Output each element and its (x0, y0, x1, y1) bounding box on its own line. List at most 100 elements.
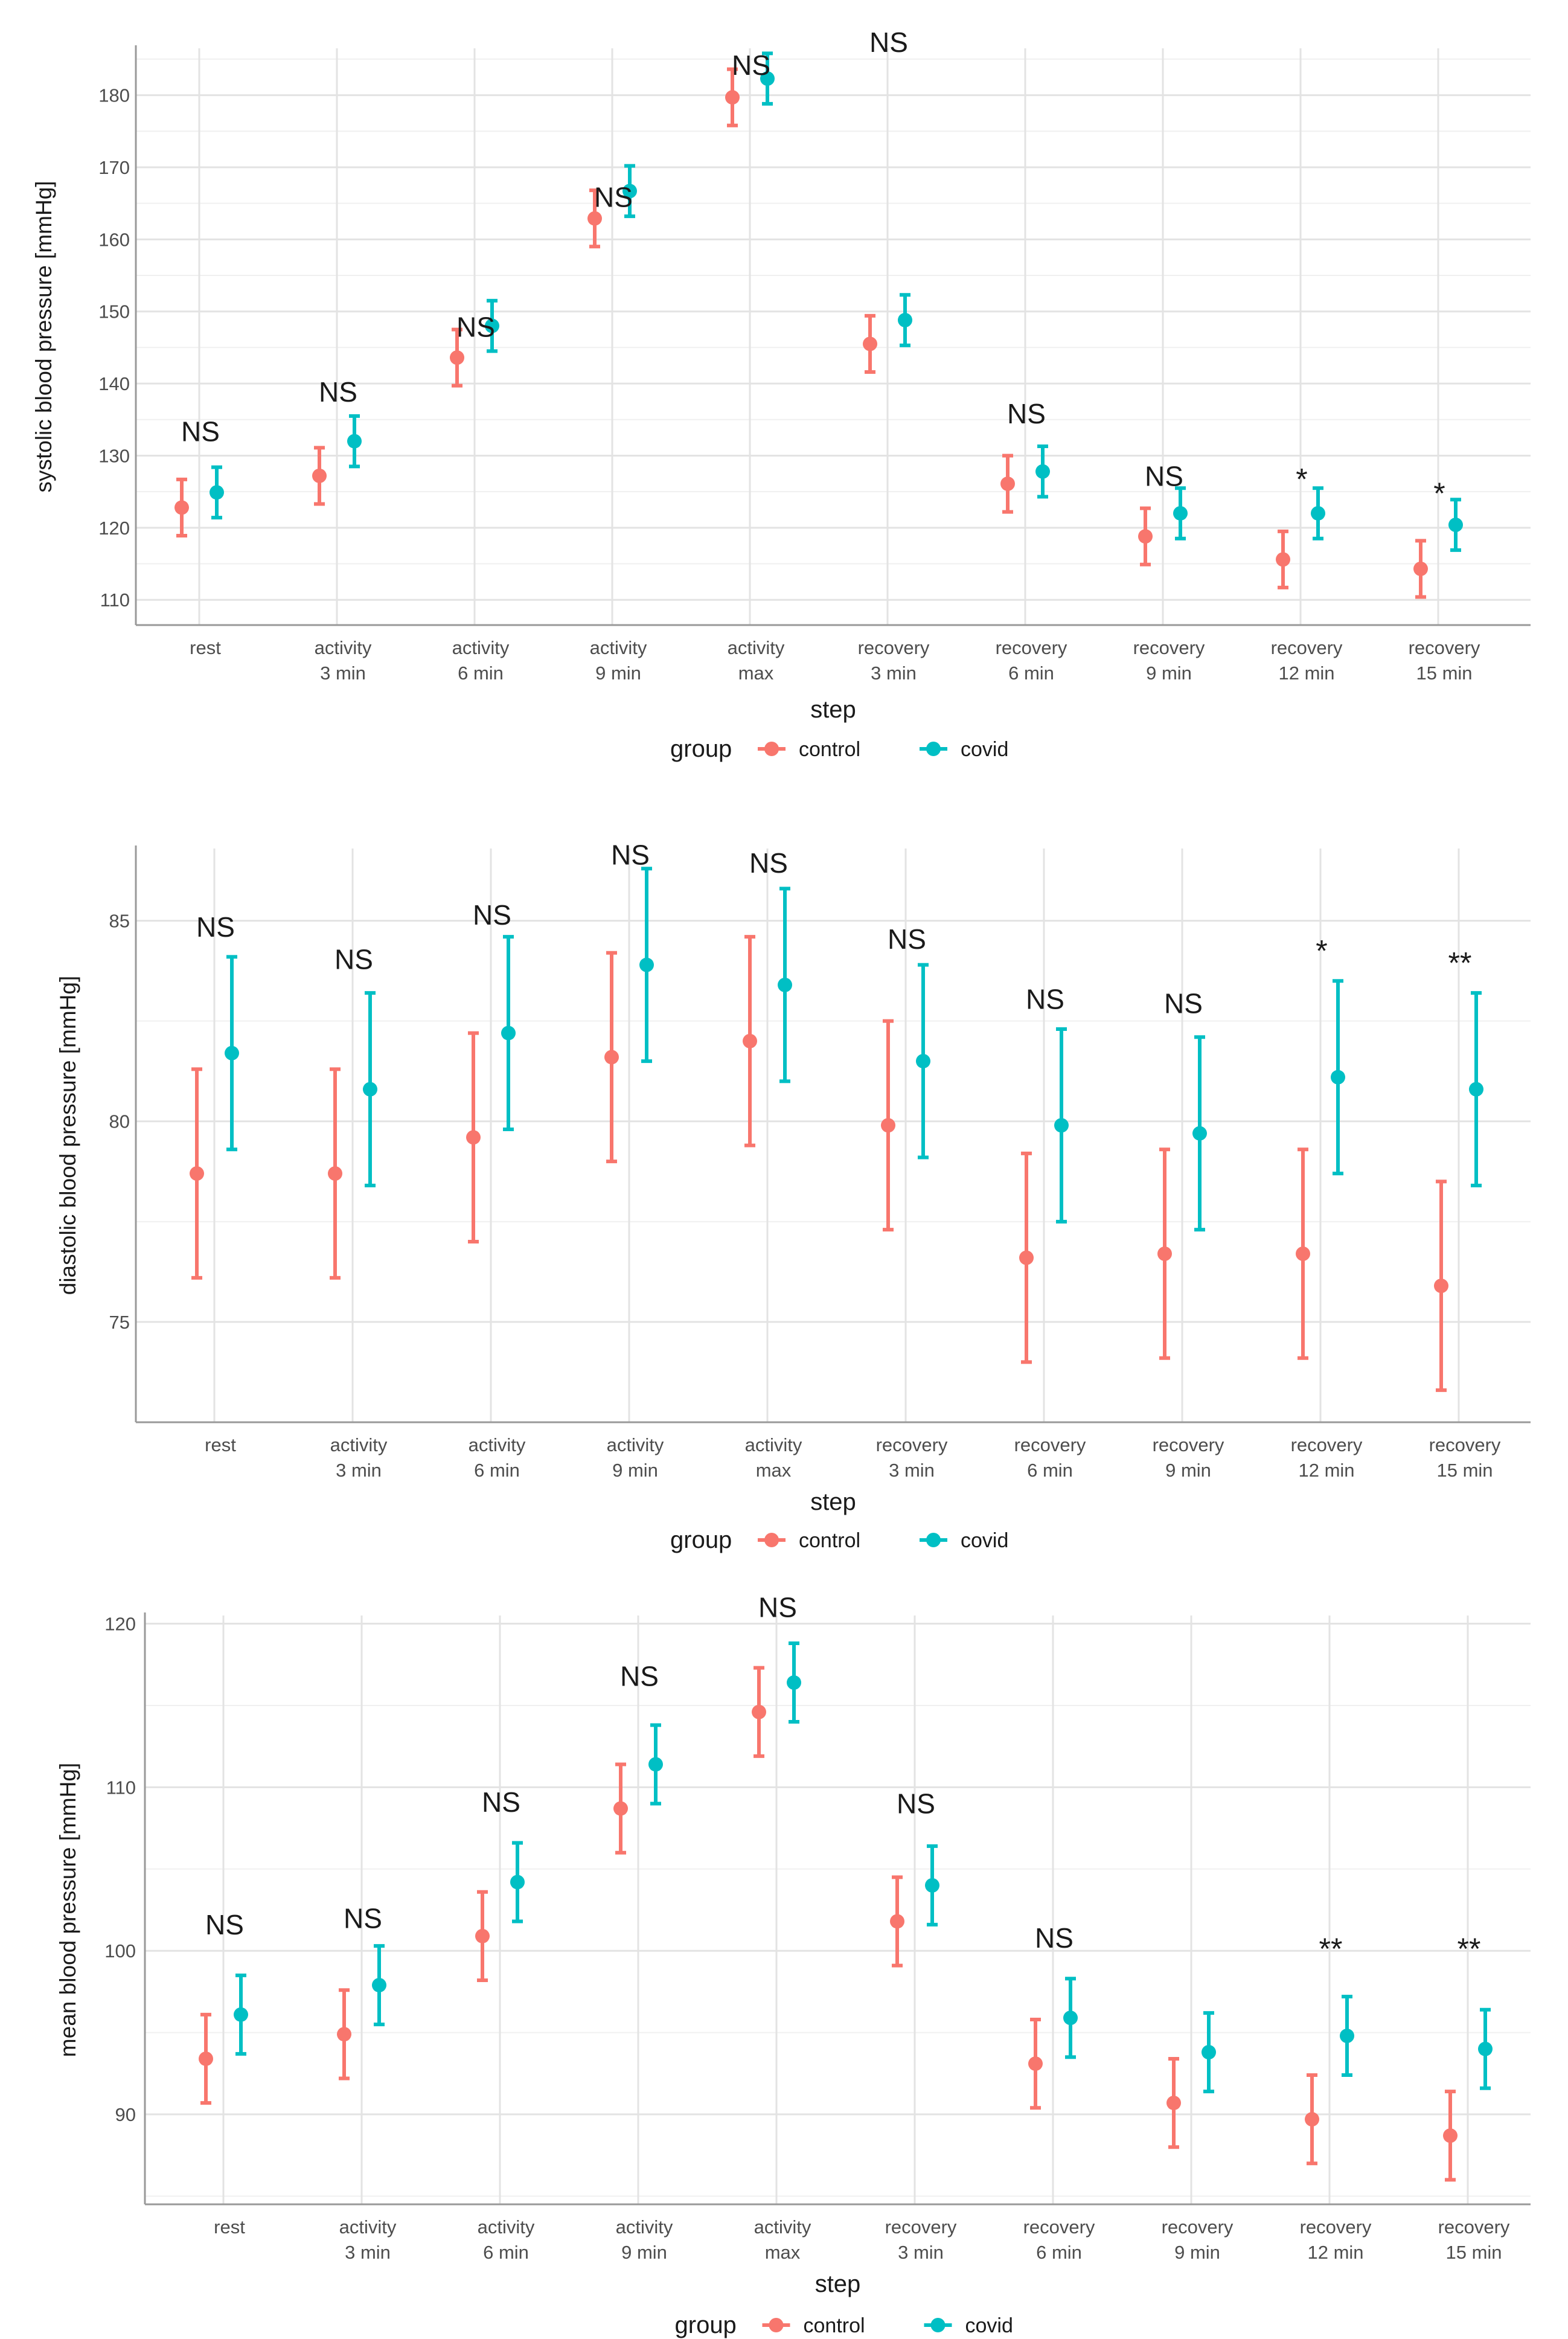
x-tick-label: recovery 9 min (1133, 637, 1205, 684)
point-control (725, 90, 740, 105)
significance-label: NS (344, 1902, 382, 1934)
point-control (890, 1914, 904, 1929)
point-covid (510, 1875, 525, 1890)
significance-label: NS (196, 911, 235, 943)
point-covid (778, 977, 792, 992)
x-tick-label: activity 6 min (469, 1434, 526, 1481)
x-tick-label: rest (214, 2216, 245, 2238)
point-control (1000, 476, 1015, 492)
x-axis-title: step (815, 2271, 861, 2297)
x-tick-line: recovery (858, 637, 930, 658)
point-control (881, 1118, 895, 1133)
point-control (312, 468, 327, 483)
point-control (1138, 529, 1153, 544)
point-control (1296, 1246, 1310, 1261)
point-covid (1063, 2010, 1078, 2026)
legend-key-point (926, 742, 941, 756)
x-tick-line: recovery (1438, 2216, 1510, 2238)
x-tick-line: activity (469, 1434, 526, 1455)
point-covid (898, 313, 912, 328)
significance-label: NS (594, 182, 633, 213)
point-covid (1340, 2029, 1354, 2044)
legend-key-point (764, 1533, 779, 1547)
point-control (1028, 2056, 1043, 2071)
x-tick-line: 9 min (1174, 2242, 1220, 2263)
significance-label: NS (319, 376, 357, 408)
significance-label: NS (897, 1788, 935, 1820)
x-tick-label: activity 9 min (590, 637, 647, 684)
y-tick-label: 170 (98, 157, 130, 178)
point-control (190, 1166, 204, 1181)
point-covid (925, 1878, 939, 1893)
point-covid (347, 434, 362, 449)
x-tick-line: 3 min (345, 2242, 391, 2263)
x-tick-label: activity 6 min (452, 637, 510, 684)
x-tick-label: recovery 6 min (996, 637, 1067, 684)
x-tick-line: recovery (1153, 1434, 1224, 1455)
significance-label: NS (1145, 461, 1183, 492)
x-tick-line: activity (728, 637, 785, 658)
point-control (1276, 552, 1290, 567)
x-tick-line: 12 min (1307, 2242, 1363, 2263)
point-covid (760, 71, 775, 86)
x-tick-label: recovery 15 min (1438, 2216, 1510, 2263)
x-tick-line: activity (330, 1434, 388, 1455)
point-control (613, 1801, 628, 1816)
x-tick-label: recovery 12 min (1291, 1434, 1363, 1481)
point-covid (234, 2007, 248, 2022)
point-covid (916, 1054, 930, 1069)
x-tick-line: 6 min (458, 663, 504, 684)
point-control (587, 211, 602, 226)
x-tick-label: recovery 12 min (1300, 2216, 1372, 2263)
point-covid (1173, 505, 1188, 521)
significance-label: NS (611, 839, 650, 871)
y-tick-label: 110 (106, 1777, 136, 1798)
legend-title: group (675, 2312, 737, 2338)
x-tick-line: recovery (1300, 2216, 1372, 2238)
point-covid (485, 318, 499, 333)
x-tick-label: recovery 15 min (1409, 637, 1480, 684)
x-tick-label: activity 3 min (330, 1434, 388, 1481)
legend-label-control: control (799, 738, 860, 761)
y-axis-title: mean blood pressure [mmHg] (56, 1763, 80, 2057)
x-tick-line: max (738, 663, 774, 684)
point-covid (1192, 1126, 1207, 1141)
significance-label: NS (1164, 987, 1203, 1019)
significance-label: NS (473, 899, 511, 931)
x-tick-line: recovery (1271, 637, 1343, 658)
x-tick-label: activity 9 min (607, 1434, 664, 1481)
significance-label: ** (1448, 946, 1472, 980)
significance-label: NS (205, 1909, 244, 1940)
point-covid (1054, 1118, 1069, 1133)
x-tick-label: activity 6 min (478, 2216, 535, 2263)
significance-label: NS (482, 1786, 520, 1818)
point-covid (1448, 518, 1463, 533)
significance-label: NS (1026, 984, 1064, 1015)
legend-key-point (769, 2318, 784, 2332)
point-control (450, 350, 464, 365)
y-tick-label: 140 (98, 373, 130, 394)
x-tick-line: 9 min (612, 1460, 658, 1481)
point-covid (648, 1757, 663, 1772)
point-covid (1331, 1070, 1345, 1085)
y-tick-label: 75 (109, 1312, 130, 1333)
significance-label: NS (334, 943, 373, 975)
y-tick-label: 110 (100, 589, 130, 611)
point-control (1305, 2112, 1319, 2127)
point-covid (1035, 464, 1050, 479)
point-control (466, 1130, 481, 1145)
legend-title: group (670, 736, 732, 762)
x-tick-line: activity (754, 2216, 811, 2238)
y-axis-title: systolic blood pressure [mmHg] (31, 181, 56, 492)
y-tick-label: 80 (109, 1111, 130, 1132)
x-tick-line: activity (745, 1434, 802, 1455)
legend-label-control: control (799, 1529, 860, 1552)
x-tick-line: 6 min (1036, 2242, 1082, 2263)
point-control (1166, 2096, 1181, 2111)
x-tick-line: 3 min (336, 1460, 382, 1481)
significance-label: NS (456, 312, 495, 343)
x-tick-line: max (756, 1460, 792, 1481)
y-tick-label: 100 (104, 1940, 136, 1962)
x-tick-label: recovery 12 min (1271, 637, 1343, 684)
point-covid (1202, 2045, 1216, 2060)
